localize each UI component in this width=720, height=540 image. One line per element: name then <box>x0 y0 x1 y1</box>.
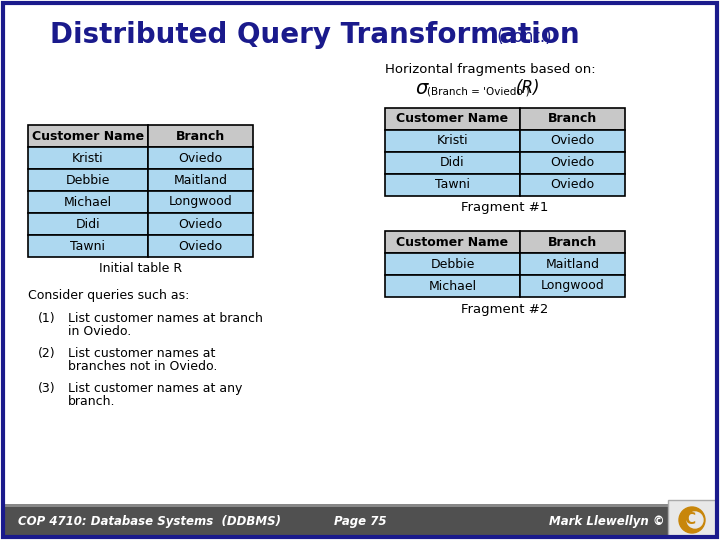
Bar <box>28 235 148 257</box>
Text: Fragment #2: Fragment #2 <box>462 302 549 315</box>
Text: Branch: Branch <box>176 130 225 143</box>
Text: Didi: Didi <box>76 218 100 231</box>
Text: Didi: Didi <box>440 157 465 170</box>
Bar <box>148 191 253 213</box>
Bar <box>520 108 625 130</box>
Text: Tawni: Tawni <box>71 240 106 253</box>
Text: Longwood: Longwood <box>168 195 233 208</box>
Text: Longwood: Longwood <box>541 280 604 293</box>
Text: (Branch = 'Oviedo'): (Branch = 'Oviedo') <box>427 87 530 97</box>
Bar <box>28 147 148 169</box>
Text: Customer Name: Customer Name <box>397 235 508 248</box>
Bar <box>148 213 253 235</box>
Text: List customer names at any: List customer names at any <box>68 382 243 395</box>
Circle shape <box>679 507 705 533</box>
Text: branches not in Oviedo.: branches not in Oviedo. <box>68 360 217 373</box>
Text: (2): (2) <box>38 347 55 360</box>
Text: Distributed Query Transformation: Distributed Query Transformation <box>50 21 580 49</box>
Text: Kristi: Kristi <box>437 134 468 147</box>
Bar <box>148 125 253 147</box>
Bar <box>385 275 520 297</box>
Bar <box>148 235 253 257</box>
Text: Customer Name: Customer Name <box>397 112 508 125</box>
Bar <box>520 174 625 196</box>
Text: COP 4710: Database Systems  (DDBMS): COP 4710: Database Systems (DDBMS) <box>18 516 281 529</box>
Text: Branch: Branch <box>548 235 597 248</box>
Bar <box>520 231 625 253</box>
Bar <box>3 507 717 537</box>
Text: Oviedo: Oviedo <box>550 157 595 170</box>
Text: Page 75: Page 75 <box>334 516 386 529</box>
Text: List customer names at: List customer names at <box>68 347 215 360</box>
Text: Michael: Michael <box>428 280 477 293</box>
Text: Michael: Michael <box>64 195 112 208</box>
Text: Horizontal fragments based on:: Horizontal fragments based on: <box>384 64 595 77</box>
Bar <box>385 130 520 152</box>
Text: Customer Name: Customer Name <box>32 130 144 143</box>
Text: Oviedo: Oviedo <box>179 218 222 231</box>
Text: (cont.): (cont.) <box>492 28 552 46</box>
Bar <box>385 152 520 174</box>
Bar <box>28 191 148 213</box>
Text: Kristi: Kristi <box>72 152 104 165</box>
Text: (1): (1) <box>38 312 55 325</box>
Text: branch.: branch. <box>68 395 115 408</box>
Bar <box>28 213 148 235</box>
Bar <box>385 174 520 196</box>
Bar <box>385 231 520 253</box>
Text: C: C <box>685 512 696 528</box>
Text: in Oviedo.: in Oviedo. <box>68 325 131 338</box>
Text: Debbie: Debbie <box>431 258 474 271</box>
Text: Tawni: Tawni <box>435 179 470 192</box>
Text: σ: σ <box>415 79 428 98</box>
Bar <box>520 130 625 152</box>
Text: Fragment #1: Fragment #1 <box>462 201 549 214</box>
Text: Consider queries such as:: Consider queries such as: <box>28 288 189 301</box>
Text: Oviedo: Oviedo <box>179 240 222 253</box>
Text: Maitland: Maitland <box>546 258 600 271</box>
Bar <box>385 253 520 275</box>
Bar <box>28 125 148 147</box>
Text: Oviedo: Oviedo <box>550 134 595 147</box>
Circle shape <box>687 512 703 528</box>
Text: List customer names at branch: List customer names at branch <box>68 312 263 325</box>
Bar <box>520 275 625 297</box>
Text: Maitland: Maitland <box>174 173 228 186</box>
Bar <box>28 169 148 191</box>
Text: Debbie: Debbie <box>66 173 110 186</box>
Text: Mark Llewellyn ©: Mark Llewellyn © <box>549 516 665 529</box>
Text: Initial table R: Initial table R <box>99 262 182 275</box>
Text: (3): (3) <box>38 382 55 395</box>
Bar <box>668 500 717 537</box>
Bar <box>148 169 253 191</box>
Bar <box>3 504 717 507</box>
Bar <box>385 108 520 130</box>
Bar <box>520 152 625 174</box>
Text: (R): (R) <box>516 79 541 97</box>
Bar <box>520 253 625 275</box>
Text: Oviedo: Oviedo <box>550 179 595 192</box>
Text: Oviedo: Oviedo <box>179 152 222 165</box>
Text: Branch: Branch <box>548 112 597 125</box>
Bar <box>148 147 253 169</box>
